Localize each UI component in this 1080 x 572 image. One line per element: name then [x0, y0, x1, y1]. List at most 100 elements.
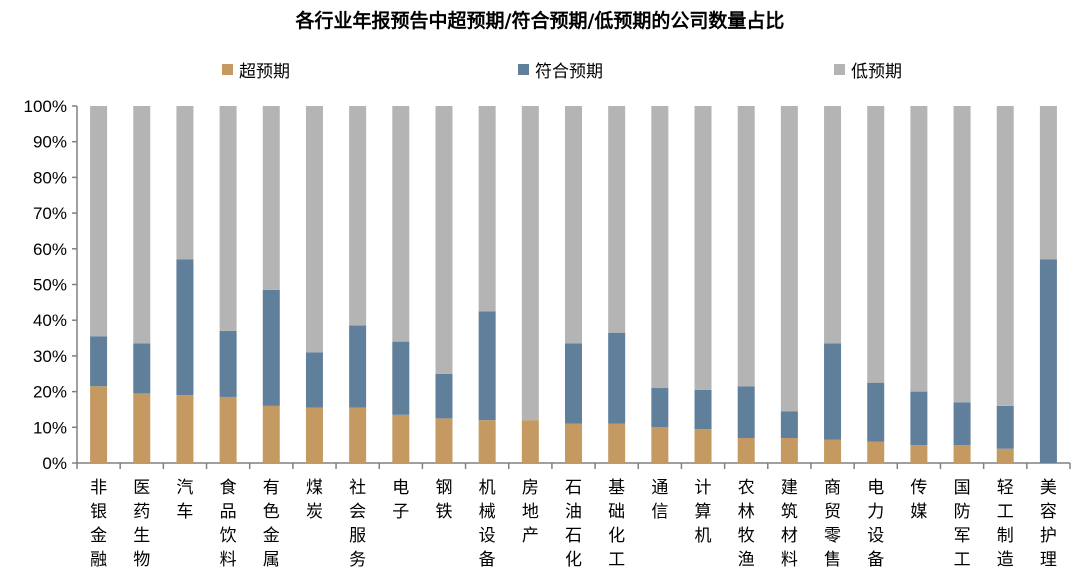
bar-低预期 — [392, 106, 410, 342]
category-label: 电子 — [392, 478, 409, 522]
category-label: 机械设备 — [479, 478, 496, 570]
category-label: 商贸零售 — [824, 478, 841, 570]
category-label: 传媒 — [910, 478, 927, 522]
bar-超预期 — [176, 395, 194, 463]
bar-符合预期 — [651, 388, 669, 428]
bar-符合预期 — [133, 343, 151, 394]
bar-符合预期 — [780, 411, 798, 439]
bar-低预期 — [435, 106, 453, 374]
bar-超预期 — [262, 405, 280, 463]
bar-低预期 — [737, 106, 755, 387]
y-tick-label: 90% — [33, 133, 67, 152]
category-label: 美容护理 — [1040, 478, 1057, 570]
bar-超预期 — [737, 438, 755, 463]
bar-符合预期 — [608, 332, 626, 424]
bar-超预期 — [435, 418, 453, 463]
bar-低预期 — [910, 106, 928, 392]
y-tick-label: 60% — [33, 240, 67, 259]
category-label: 房地产 — [522, 478, 539, 546]
bar-符合预期 — [478, 311, 496, 421]
bar-符合预期 — [867, 382, 885, 442]
bar-低预期 — [521, 106, 539, 421]
bar-低预期 — [565, 106, 582, 344]
bar-低预期 — [608, 106, 626, 333]
bar-超预期 — [824, 439, 842, 463]
y-tick-label: 0% — [42, 454, 67, 473]
bar-符合预期 — [392, 341, 410, 415]
chart-title: 各行业年报预告中超预期/符合预期/低预期的公司数量占比 — [295, 9, 785, 32]
category-label: 通信 — [651, 478, 668, 522]
y-tick-label: 50% — [33, 276, 67, 295]
category-label: 有色金属 — [263, 478, 280, 570]
bar-低预期 — [90, 106, 108, 337]
bar-符合预期 — [737, 386, 755, 439]
y-tick-label: 30% — [33, 347, 67, 366]
bar-低预期 — [996, 106, 1014, 406]
bar-符合预期 — [996, 405, 1014, 449]
category-label: 非银金融 — [90, 478, 107, 570]
y-tick-label: 20% — [33, 383, 67, 402]
bar-超预期 — [90, 386, 108, 463]
bar-低预期 — [824, 106, 842, 344]
category-label: 石油石化 — [565, 478, 582, 570]
category-label: 计算机 — [695, 478, 712, 546]
category-label: 国防军工 — [954, 478, 971, 570]
bar-低预期 — [694, 106, 712, 390]
bar-低预期 — [867, 106, 885, 383]
legend-label: 低预期 — [851, 62, 902, 82]
bar-超预期 — [133, 393, 151, 463]
bar-低预期 — [176, 106, 194, 260]
bar-超预期 — [349, 407, 367, 463]
bar-超预期 — [608, 423, 626, 463]
y-tick-label: 40% — [33, 311, 67, 330]
category-label: 电力设备 — [867, 478, 884, 570]
bar-符合预期 — [435, 373, 453, 419]
bar-超预期 — [780, 438, 798, 463]
bar-符合预期 — [694, 389, 712, 430]
bar-符合预期 — [565, 343, 582, 424]
bar-超预期 — [392, 414, 410, 463]
category-label: 医药生物 — [133, 478, 150, 570]
bar-超预期 — [867, 441, 885, 463]
bar-超预期 — [996, 448, 1014, 463]
legend-swatch — [834, 64, 845, 75]
y-tick-label: 10% — [33, 418, 67, 437]
bar-超预期 — [521, 420, 539, 463]
bar-符合预期 — [305, 352, 323, 408]
bar-低预期 — [651, 106, 669, 389]
bar-超预期 — [953, 445, 971, 463]
bar-低预期 — [133, 106, 151, 344]
bar-低预期 — [305, 106, 323, 353]
category-label: 钢铁 — [435, 478, 452, 522]
category-label: 基础化工 — [608, 478, 625, 570]
legend: 超预期 符合预期 低预期 — [222, 62, 902, 82]
category-label: 农林牧渔 — [738, 478, 755, 570]
bar-超预期 — [219, 396, 237, 463]
category-label: 煤炭 — [306, 478, 323, 522]
bar-低预期 — [349, 106, 367, 326]
legend-label: 符合预期 — [535, 62, 603, 82]
axes: 0% 10% 20% 30% 40% 50% 60% 70% 80% 90% 100% — [24, 97, 1071, 473]
category-label: 食品饮料 — [220, 478, 237, 570]
bar-超预期 — [565, 423, 582, 463]
bar-低预期 — [953, 106, 971, 403]
bar-低预期 — [262, 106, 280, 290]
category-label: 建筑材料 — [781, 478, 798, 570]
bar-符合预期 — [262, 289, 280, 406]
y-tick-label: 70% — [33, 204, 67, 223]
bar-符合预期 — [1039, 259, 1057, 463]
legend-swatch — [222, 64, 233, 75]
legend-swatch — [518, 64, 529, 75]
bar-超预期 — [478, 420, 496, 463]
bar-超预期 — [305, 407, 323, 463]
bar-符合预期 — [953, 402, 971, 446]
legend-label: 超预期 — [239, 62, 290, 82]
bar-符合预期 — [219, 330, 237, 397]
bar-低预期 — [478, 106, 496, 312]
category-label: 社会服务 — [349, 478, 366, 570]
bar-符合预期 — [176, 259, 194, 396]
category-label: 汽车 — [176, 478, 193, 522]
y-tick-label: 100% — [24, 97, 67, 116]
